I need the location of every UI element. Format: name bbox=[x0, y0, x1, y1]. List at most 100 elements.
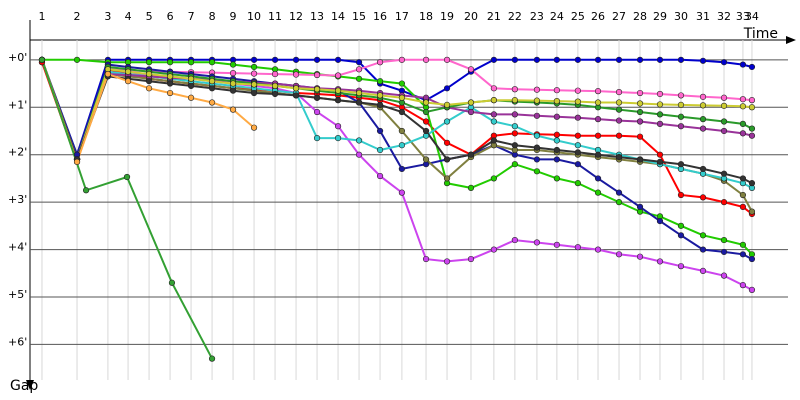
series-line bbox=[41, 59, 753, 163]
data-point bbox=[699, 246, 707, 253]
data-point bbox=[699, 57, 707, 64]
data-point bbox=[636, 253, 644, 260]
data-point bbox=[720, 59, 728, 66]
data-point bbox=[166, 89, 174, 97]
data-point bbox=[594, 99, 602, 106]
data-point bbox=[656, 56, 664, 63]
data-point bbox=[574, 244, 581, 251]
data-point bbox=[398, 189, 405, 196]
data-point bbox=[292, 85, 300, 92]
data-point bbox=[636, 118, 644, 125]
data-point bbox=[677, 222, 685, 229]
data-point bbox=[533, 112, 541, 119]
data-point bbox=[720, 170, 728, 177]
data-point bbox=[677, 161, 685, 168]
x-tick-label: 25 bbox=[571, 10, 585, 23]
data-point bbox=[73, 158, 81, 165]
data-point bbox=[467, 99, 475, 106]
data-point bbox=[511, 236, 518, 244]
series-line bbox=[41, 59, 753, 189]
x-tick-label: 24 bbox=[550, 10, 564, 23]
y-tick-label: +3' bbox=[8, 193, 27, 206]
data-point bbox=[334, 87, 342, 94]
data-point bbox=[229, 70, 237, 77]
data-point bbox=[594, 151, 602, 158]
data-point bbox=[187, 82, 195, 90]
data-point bbox=[490, 111, 497, 118]
data-point bbox=[355, 137, 363, 144]
data-point bbox=[699, 267, 707, 275]
data-point bbox=[533, 239, 541, 246]
data-point bbox=[490, 246, 497, 253]
data-point bbox=[656, 151, 664, 158]
data-point bbox=[490, 85, 497, 92]
data-point bbox=[313, 86, 321, 93]
data-point bbox=[720, 127, 728, 135]
data-point bbox=[533, 144, 541, 151]
data-point bbox=[292, 56, 300, 63]
data-point bbox=[334, 56, 342, 63]
data-point bbox=[594, 56, 602, 63]
data-point bbox=[748, 255, 756, 263]
data-point bbox=[208, 78, 216, 85]
data-point bbox=[574, 114, 581, 121]
data-point bbox=[636, 89, 644, 97]
x-arrow bbox=[786, 36, 796, 44]
data-point bbox=[467, 184, 475, 192]
data-point bbox=[594, 189, 602, 196]
data-point bbox=[38, 56, 46, 63]
data-point bbox=[677, 92, 685, 99]
data-point bbox=[739, 130, 747, 137]
x-tick-label: 2 bbox=[74, 10, 81, 23]
data-point bbox=[229, 61, 237, 68]
data-point bbox=[82, 187, 90, 194]
data-point bbox=[355, 75, 363, 82]
data-point bbox=[422, 56, 430, 63]
data-point bbox=[229, 80, 237, 87]
x-tick-label: 19 bbox=[440, 10, 454, 23]
x-tick-label: 34 bbox=[745, 10, 759, 23]
data-point bbox=[271, 90, 279, 98]
y-arrow bbox=[26, 380, 34, 390]
data-point bbox=[250, 63, 258, 71]
x-tick-label: 7 bbox=[188, 10, 195, 23]
data-point bbox=[720, 102, 728, 109]
data-point bbox=[636, 203, 644, 210]
series-line bbox=[41, 61, 753, 215]
data-point bbox=[422, 99, 430, 106]
data-point bbox=[398, 142, 405, 149]
data-point bbox=[313, 56, 321, 63]
x-tick-label: 32 bbox=[717, 10, 731, 23]
x-tick-label: 22 bbox=[508, 10, 522, 23]
data-point bbox=[467, 255, 475, 263]
data-point bbox=[533, 132, 541, 139]
data-point bbox=[422, 108, 430, 116]
data-point bbox=[574, 180, 581, 187]
data-point bbox=[168, 279, 176, 286]
data-point bbox=[677, 101, 685, 109]
data-point bbox=[748, 180, 756, 187]
x-tick-label: 4 bbox=[125, 10, 132, 23]
data-point bbox=[574, 98, 581, 105]
data-point bbox=[511, 56, 518, 63]
x-tick-label: 33 bbox=[736, 10, 750, 23]
data-point bbox=[615, 251, 623, 258]
data-point bbox=[250, 56, 258, 63]
data-point bbox=[145, 70, 153, 78]
data-point bbox=[443, 156, 451, 163]
data-point bbox=[748, 104, 756, 111]
data-point bbox=[553, 131, 560, 138]
data-point bbox=[615, 132, 623, 139]
data-point bbox=[553, 241, 560, 248]
series-line bbox=[41, 59, 213, 360]
y-tick-label: +5' bbox=[8, 288, 27, 301]
x-tick-label: 18 bbox=[419, 10, 433, 23]
data-point bbox=[166, 59, 174, 66]
data-point bbox=[533, 97, 541, 104]
data-point bbox=[699, 93, 707, 100]
series-line bbox=[41, 59, 753, 213]
x-tick-label: 13 bbox=[310, 10, 324, 23]
data-point bbox=[720, 248, 728, 256]
data-point bbox=[250, 81, 258, 88]
